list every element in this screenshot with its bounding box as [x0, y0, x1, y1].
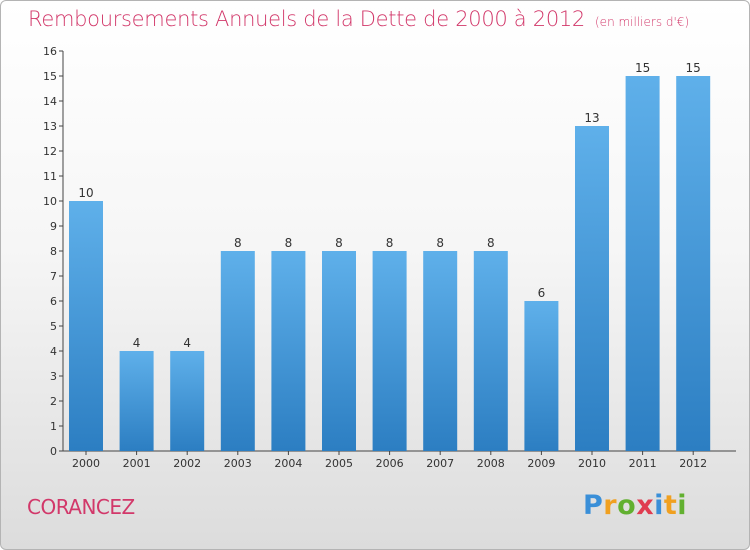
bar	[69, 201, 103, 451]
data-label: 15	[686, 61, 701, 75]
y-tick-label: 15	[43, 70, 57, 83]
x-tick-label: 2006	[376, 457, 404, 470]
data-label: 10	[78, 186, 93, 200]
logo-letter: i	[654, 490, 664, 521]
data-label: 13	[584, 111, 599, 125]
y-tick-label: 11	[43, 170, 57, 183]
x-tick-label: 2004	[274, 457, 302, 470]
x-tick-label: 2005	[325, 457, 353, 470]
x-tick-label: 2010	[578, 457, 606, 470]
proxiti-logo: Proxiti	[583, 490, 687, 521]
x-tick-label: 2009	[527, 457, 555, 470]
y-tick-label: 2	[50, 395, 57, 408]
y-tick-label: 4	[50, 345, 57, 358]
bar	[271, 251, 306, 451]
bar	[220, 251, 255, 451]
data-label: 6	[538, 286, 546, 300]
x-tick-label: 2001	[123, 457, 151, 470]
data-label: 8	[386, 236, 394, 250]
data-label: 8	[436, 236, 444, 250]
x-tick-label: 2008	[477, 457, 505, 470]
y-tick-label: 12	[43, 145, 57, 158]
logo-letter: x	[636, 490, 655, 521]
y-tick-label: 8	[50, 245, 57, 258]
chart-subtitle: (en milliers d'€)	[595, 15, 690, 29]
y-tick-label: 14	[43, 95, 57, 108]
bar	[676, 76, 711, 451]
data-label: 8	[285, 236, 293, 250]
data-label: 4	[183, 336, 191, 350]
bar	[119, 351, 154, 451]
y-tick-label: 3	[50, 370, 57, 383]
bar	[423, 251, 458, 451]
y-tick-label: 9	[50, 220, 57, 233]
data-label: 8	[335, 236, 343, 250]
x-tick-label: 2002	[173, 457, 201, 470]
data-label: 4	[133, 336, 141, 350]
logo-letter: r	[603, 490, 618, 521]
logo-letter: o	[617, 490, 637, 521]
x-tick-label: 2000	[72, 457, 100, 470]
chart-title: Remboursements Annuels de la Dette de 20…	[28, 7, 689, 31]
x-tick-label: 2012	[679, 457, 707, 470]
bar	[524, 301, 559, 451]
y-tick-label: 13	[43, 120, 57, 133]
logo-letter: i	[677, 490, 688, 521]
x-tick-label: 2003	[224, 457, 252, 470]
bar	[322, 251, 356, 451]
logo-letter: t	[663, 490, 678, 521]
y-tick-label: 6	[50, 295, 57, 308]
bar	[170, 351, 205, 451]
x-tick-label: 2011	[629, 457, 657, 470]
x-tick-label: 2007	[426, 457, 454, 470]
logo-letter: P	[583, 490, 604, 521]
bar	[372, 251, 407, 451]
data-label: 15	[635, 61, 650, 75]
data-label: 8	[487, 236, 495, 250]
y-tick-label: 7	[50, 270, 57, 283]
bar	[473, 251, 508, 451]
y-tick-label: 5	[50, 320, 57, 333]
data-label: 8	[234, 236, 242, 250]
city-name: CORANCEZ	[27, 495, 135, 519]
bar	[575, 126, 609, 451]
y-tick-label: 10	[43, 195, 57, 208]
y-tick-label: 16	[43, 45, 57, 58]
bar	[625, 76, 660, 451]
y-tick-label: 1	[50, 420, 57, 433]
y-tick-label: 0	[50, 445, 57, 458]
title-text: Remboursements Annuels de la Dette de 20…	[28, 7, 585, 31]
